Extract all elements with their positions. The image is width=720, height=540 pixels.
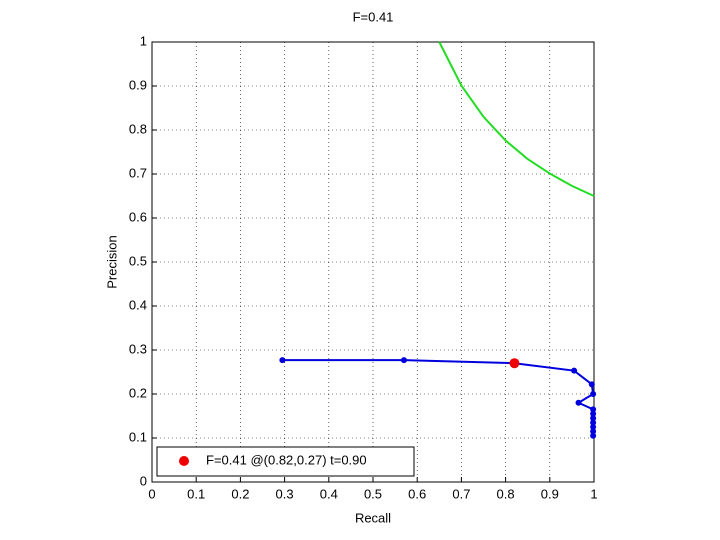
data-point — [590, 406, 597, 413]
x-tick-label: 0.2 — [231, 486, 249, 501]
y-tick-label: 0.3 — [129, 341, 147, 356]
data-point — [590, 419, 597, 426]
data-point — [590, 432, 597, 439]
data-point — [571, 367, 578, 374]
y-tick-label: 0.7 — [129, 165, 147, 180]
x-tick-label: 0 — [148, 486, 155, 501]
data-point — [575, 399, 582, 406]
x-tick-label: 0.4 — [320, 486, 338, 501]
x-axis-label: Recall — [355, 510, 391, 525]
data-point — [509, 358, 520, 369]
y-tick-label: 0.6 — [129, 209, 147, 224]
y-axis-label: Precision — [104, 235, 119, 288]
x-tick-label: 0.9 — [541, 486, 559, 501]
y-tick-label: 0.2 — [129, 385, 147, 400]
data-point — [590, 415, 597, 422]
data-point — [590, 424, 597, 430]
data-point — [590, 428, 597, 435]
x-tick-label: 0.1 — [187, 486, 205, 501]
legend-label: F=0.41 @(0.82,0.27) t=0.90 — [206, 452, 367, 467]
legend-marker — [179, 456, 189, 466]
data-point — [590, 410, 597, 417]
chart-title: F=0.41 — [353, 9, 394, 24]
y-tick-label: 0 — [140, 473, 147, 488]
series-line — [438, 41, 595, 197]
x-tick-label: 0.3 — [276, 486, 294, 501]
x-tick-label: 0.7 — [452, 486, 470, 501]
y-tick-label: 0.4 — [129, 297, 147, 312]
data-point — [400, 357, 407, 364]
data-point — [590, 391, 597, 397]
x-tick-label: 0.5 — [364, 486, 382, 501]
y-tick-label: 0.8 — [129, 121, 147, 136]
axes-box — [151, 41, 595, 483]
y-tick-label: 0.1 — [129, 429, 147, 444]
data-point — [279, 357, 286, 364]
legend-box — [156, 446, 415, 477]
y-tick-label: 0.9 — [129, 77, 147, 92]
x-tick-label: 0.6 — [408, 486, 426, 501]
y-tick-label: 1 — [140, 33, 147, 48]
data-point — [588, 381, 595, 388]
x-tick-label: 0.8 — [497, 486, 515, 501]
y-tick-label: 0.5 — [129, 253, 147, 268]
x-tick-label: 1 — [590, 486, 597, 501]
